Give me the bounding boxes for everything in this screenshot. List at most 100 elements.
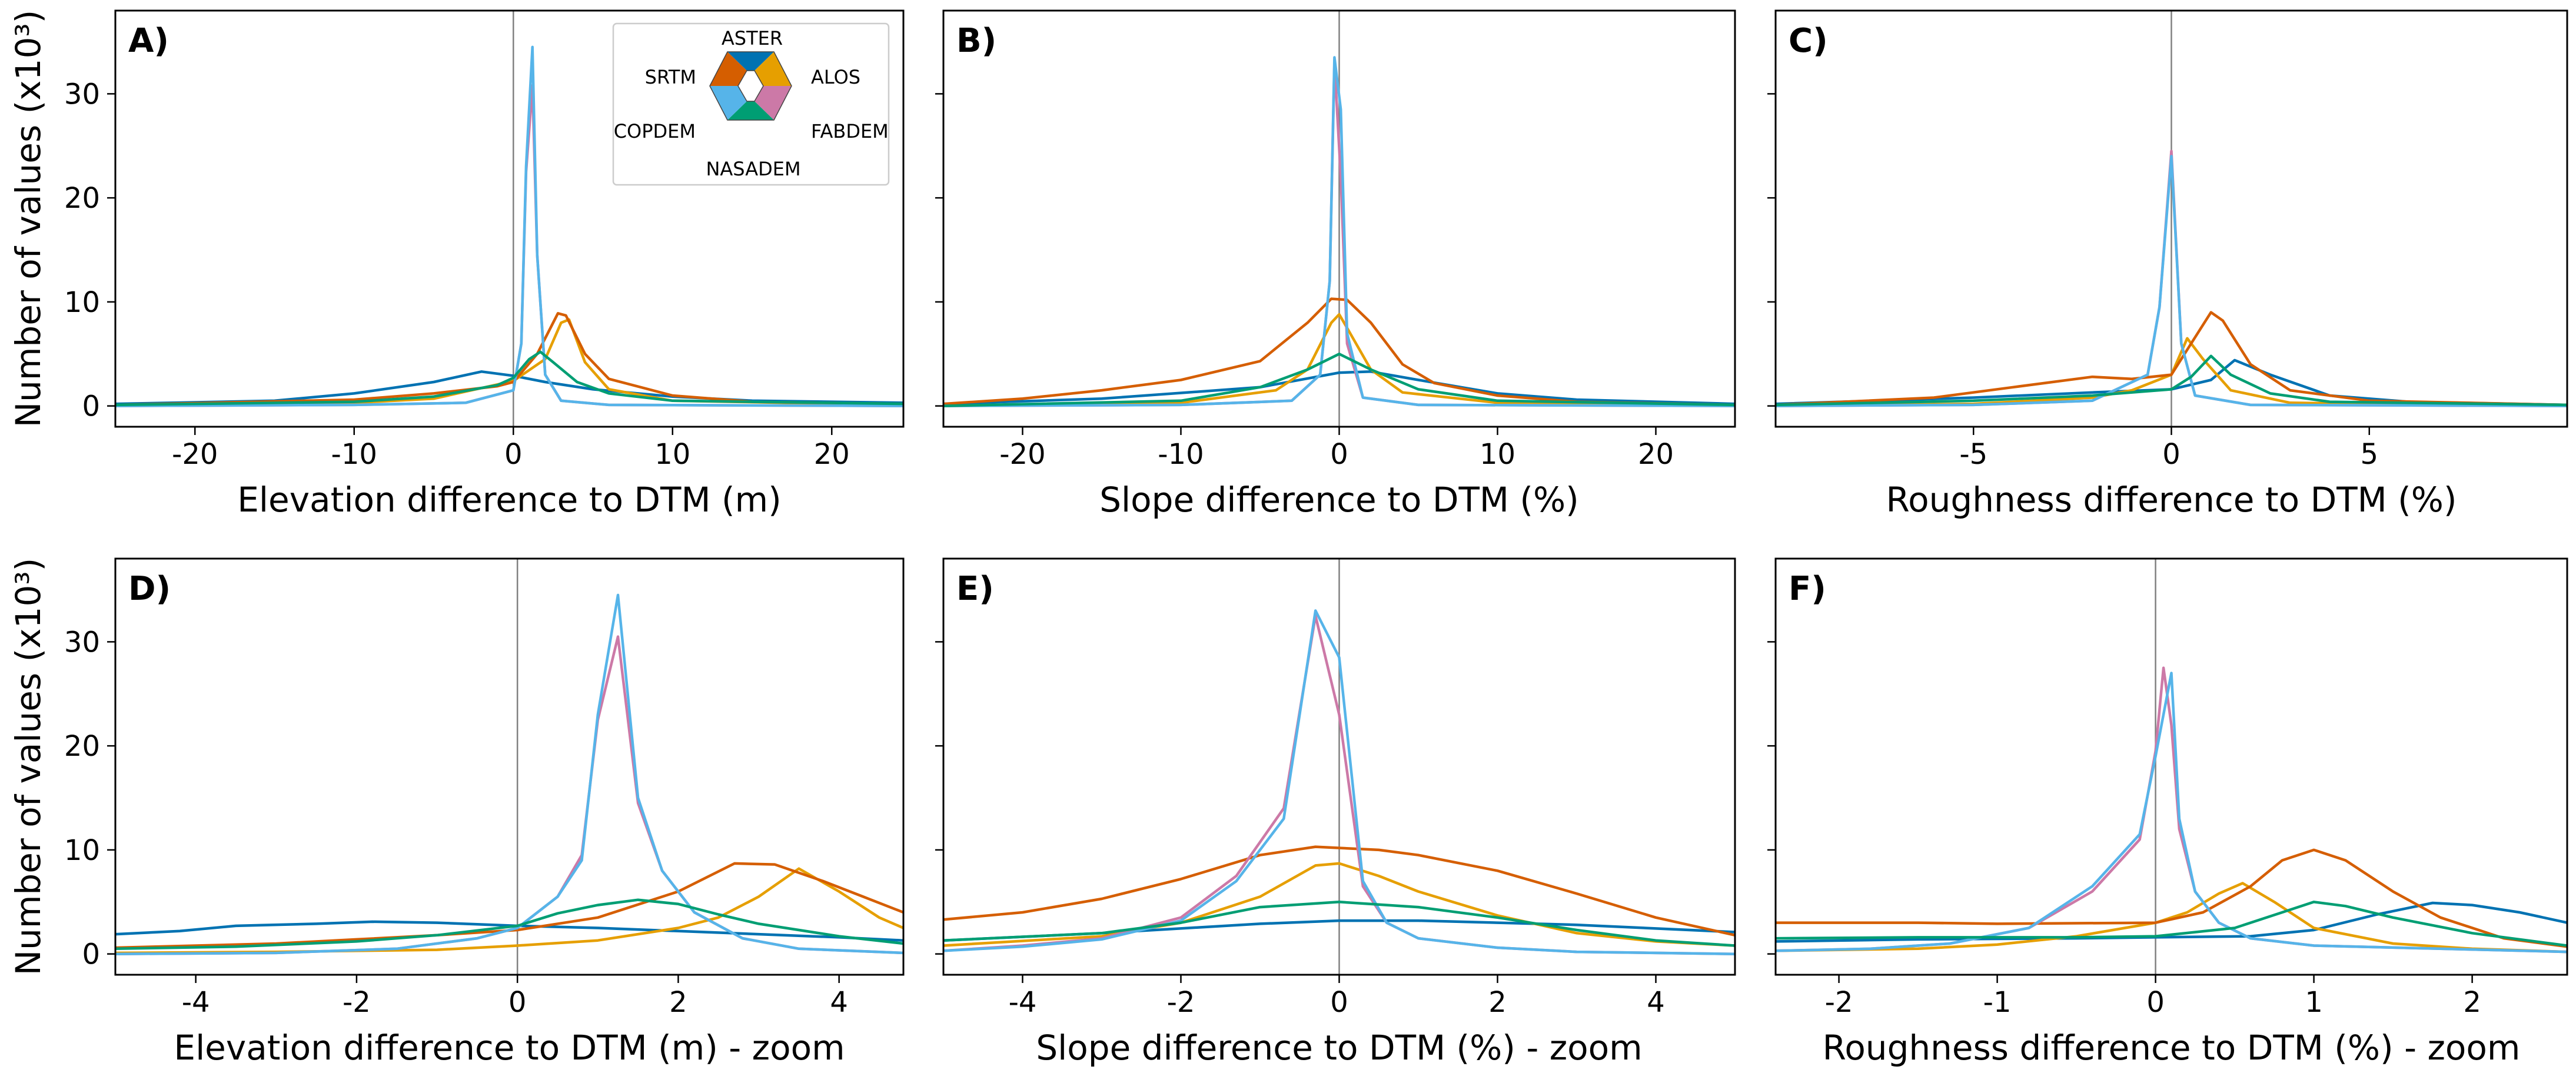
panel-a-ytick-label-3: 30 — [64, 78, 100, 111]
panel-a-xtick-label-4: 20 — [814, 438, 850, 471]
panel-a-ylabel: Number of values (x10³) — [8, 10, 48, 427]
panel-a-label: A) — [128, 22, 169, 60]
panel-c-xtick-label-2: 5 — [2360, 438, 2378, 471]
panel-c-series-aster — [1776, 358, 2567, 407]
panel-a-series-nasadem — [115, 350, 903, 407]
panel-a: -20 -10 0 10 20 0 10 20 30 A) Elevation difference… — [8, 9, 905, 520]
panel-a-ytick-label-2: 20 — [64, 182, 100, 215]
panel-f-xtick-label-1: -1 — [1983, 986, 2012, 1019]
panel-a-series-srtm — [115, 312, 903, 407]
panel-a-xlabel: Elevation difference to DTM (m) — [237, 480, 781, 520]
panel-e-xtick-label-3: 2 — [1488, 986, 1507, 1019]
panel-d-series-aster — [115, 920, 903, 942]
panel-b-xtick-label-0: -20 — [999, 438, 1045, 471]
legend-label-alos: ALOS — [811, 66, 860, 88]
panel-d-series-alos — [115, 867, 903, 955]
panel-e-series-nasadem — [943, 901, 1735, 947]
panel-e-xlabel: Slope difference to DTM (%) - zoom — [1036, 1028, 1642, 1068]
panel-e-label: E) — [956, 570, 994, 608]
panel-f-series-nasadem — [1776, 901, 2567, 947]
panel-a-series-aster — [115, 370, 903, 406]
panel-d-xtick-label-3: 2 — [669, 986, 687, 1019]
legend-label-aster: ASTER — [722, 27, 783, 49]
panel-d-ytick-label-3: 30 — [64, 626, 100, 659]
panel-d-ytick-label-2: 20 — [64, 730, 100, 763]
panel-e-xtick-label-1: -2 — [1167, 986, 1195, 1019]
panel-c-xtick-label-0: -5 — [1959, 438, 1987, 471]
panel-b-series-aster — [943, 370, 1735, 406]
panel-c-xlabel: Roughness difference to DTM (%) — [1886, 480, 2457, 520]
panel-a-series-alos — [115, 318, 903, 407]
panel-a-xtick-label-1: -10 — [331, 438, 377, 471]
panel-d-xlabel: Elevation difference to DTM (m) - zoom — [174, 1028, 845, 1068]
panel-e-series-srtm — [943, 845, 1735, 937]
legend-hexagon-outline — [709, 51, 792, 121]
panel-b-series-nasadem — [943, 353, 1735, 407]
panel-b-series-alos — [943, 313, 1735, 407]
legend-label-nasadem: NASADEM — [706, 158, 800, 180]
panel-d-frame — [114, 557, 905, 976]
panel-f-xtick-label-0: -2 — [1825, 986, 1853, 1019]
panel-f-series-copdem — [1776, 672, 2567, 954]
panel-a-series-copdem — [115, 45, 903, 407]
panel-f-series-srtm — [1776, 848, 2567, 948]
panel-d-xtick-label-0: -4 — [182, 986, 210, 1019]
panel-f: -2 -1 0 1 2 F) Roughness difference to DTM (%)… — [1767, 557, 2568, 1068]
panel-c-series-copdem — [1776, 155, 2567, 407]
panel-d-ytick-label-0: 0 — [82, 938, 100, 971]
panel-c-series-srtm — [1776, 311, 2567, 407]
panel-d-series-srtm — [115, 862, 903, 949]
panel-f-xtick-label-3: 1 — [2305, 986, 2323, 1019]
panel-e: -4 -2 0 2 4 E) Slope difference to DTM (%) - z… — [935, 557, 1736, 1068]
panel-e-series-copdem — [943, 609, 1735, 955]
panel-a-ytick-label-1: 10 — [64, 286, 100, 319]
panel-f-series-aster — [1776, 901, 2567, 943]
panel-d-ytick-label-1: 10 — [64, 834, 100, 867]
legend-label-copdem: COPDEM — [614, 120, 696, 142]
panel-d-series-copdem — [115, 593, 903, 955]
legend-swatch-fabdem — [754, 86, 792, 120]
panel-b-xtick-label-3: 10 — [1480, 438, 1515, 471]
panel-f-series-alos — [1776, 882, 2567, 954]
legend-swatch-alos — [754, 52, 792, 86]
panel-b-label: B) — [956, 22, 996, 60]
panel-b-xtick-label-2: 0 — [1330, 438, 1348, 471]
panel-b-xtick-label-4: 20 — [1638, 438, 1674, 471]
legend-label-fabdem: FABDEM — [811, 120, 889, 142]
legend-swatch-nasadem — [727, 101, 774, 120]
panel-d-label: D) — [128, 570, 171, 608]
panel-d-series-nasadem — [115, 898, 903, 951]
panel-e-xtick-label-4: 4 — [1647, 986, 1665, 1019]
panel-b-series-copdem — [943, 56, 1735, 407]
panel-a-xtick-label-0: -20 — [172, 438, 218, 471]
panel-c-series-nasadem — [1776, 354, 2567, 407]
panel-e-xtick-label-2: 0 — [1330, 986, 1348, 1019]
panel-b-series-srtm — [943, 297, 1735, 407]
panel-d: -4 -2 0 2 4 0 10 20 30 D) Elevation difference to … — [8, 557, 905, 1068]
legend-label-srtm: SRTM — [645, 66, 696, 88]
panel-f-label: F) — [1789, 570, 1826, 608]
panel-e-xtick-label-0: -4 — [1009, 986, 1037, 1019]
legend: ASTER ALOS FABDEM NASADEM COPDEM SRTM — [612, 22, 890, 186]
panel-c-xtick-label-1: 0 — [2162, 438, 2181, 471]
panel-d-xtick-label-4: 4 — [830, 986, 848, 1019]
panel-c: -5 0 5 C) Roughness difference to DTM (%) — [1767, 9, 2568, 520]
panel-b-xlabel: Slope difference to DTM (%) — [1099, 480, 1579, 520]
panel-c-series-alos — [1776, 337, 2567, 407]
legend-swatch-copdem — [710, 86, 747, 120]
panel-a-xtick-label-3: 10 — [654, 438, 690, 471]
panel-d-xtick-label-1: -2 — [343, 986, 371, 1019]
legend-swatch-srtm — [710, 52, 747, 86]
panel-f-xlabel: Roughness difference to DTM (%) - zoom — [1823, 1028, 2521, 1068]
panel-b: -20 -10 0 10 20 B) Slope difference to DTM (%) — [935, 9, 1736, 520]
panel-f-series-fabdem — [1776, 666, 2567, 954]
panel-d-ylabel: Number of values (x10³) — [8, 558, 48, 975]
panel-d-series-fabdem — [115, 635, 903, 955]
panel-f-frame — [1774, 557, 2568, 976]
panel-f-xtick-label-2: 0 — [2146, 986, 2165, 1019]
panel-d-xtick-label-2: 0 — [508, 986, 527, 1019]
legend-swatch-aster — [727, 52, 774, 71]
panel-a-frame — [114, 9, 905, 428]
legend-hexagon-inner — [737, 70, 764, 102]
